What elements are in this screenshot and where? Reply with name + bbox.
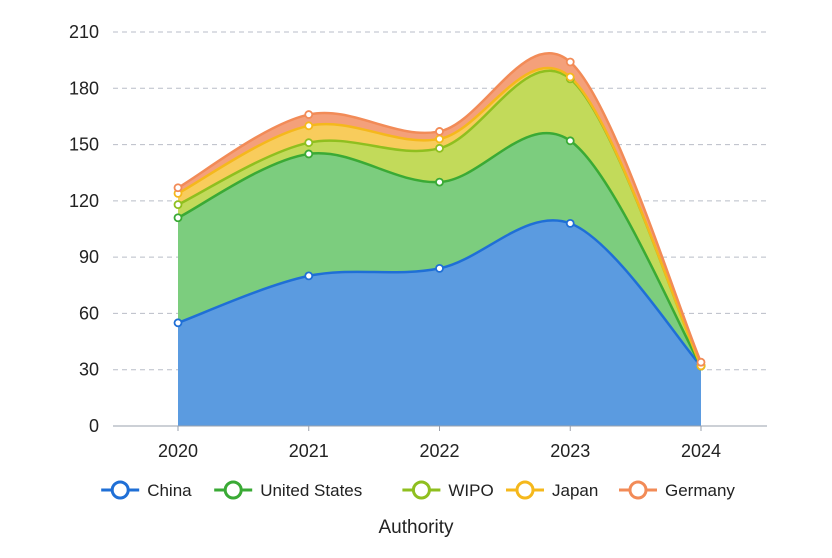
- data-point[interactable]: [567, 74, 574, 81]
- legend-label: United States: [260, 481, 362, 500]
- legend-label: Japan: [552, 481, 598, 500]
- legend-label: WIPO: [448, 481, 493, 500]
- legend-item-japan[interactable]: Japan: [506, 481, 598, 500]
- data-point[interactable]: [305, 150, 312, 157]
- legend-marker: [112, 482, 128, 498]
- x-tick-label: 2020: [158, 441, 198, 461]
- area-series: [178, 53, 701, 426]
- legend-marker: [413, 482, 429, 498]
- x-tick-label: 2024: [681, 441, 721, 461]
- x-tick-label: 2021: [289, 441, 329, 461]
- y-tick-label: 60: [79, 303, 99, 323]
- legend-item-wipo[interactable]: WIPO: [402, 481, 493, 500]
- legend-marker: [225, 482, 241, 498]
- data-point[interactable]: [567, 220, 574, 227]
- y-tick-label: 0: [89, 416, 99, 436]
- legend: China United States WIPO Japan Germany: [101, 481, 735, 500]
- legend-marker: [517, 482, 533, 498]
- legend-label: China: [147, 481, 192, 500]
- data-point[interactable]: [305, 272, 312, 279]
- data-point[interactable]: [436, 265, 443, 272]
- data-point[interactable]: [305, 139, 312, 146]
- data-point[interactable]: [436, 145, 443, 152]
- y-tick-label: 150: [69, 135, 99, 155]
- data-point[interactable]: [175, 201, 182, 208]
- data-point[interactable]: [698, 359, 705, 366]
- data-point[interactable]: [175, 214, 182, 221]
- y-tick-label: 210: [69, 22, 99, 42]
- legend-item-united-states[interactable]: United States: [214, 481, 362, 500]
- data-point[interactable]: [436, 128, 443, 135]
- stacked-area-chart: 030609012015018021020202021202220232024 …: [0, 0, 832, 558]
- x-tick-label: 2023: [550, 441, 590, 461]
- x-tick-label: 2022: [419, 441, 459, 461]
- legend-marker: [630, 482, 646, 498]
- data-point[interactable]: [436, 135, 443, 142]
- x-axis-title: Authority: [379, 517, 454, 538]
- data-point[interactable]: [305, 122, 312, 129]
- data-point[interactable]: [305, 111, 312, 118]
- data-point[interactable]: [567, 59, 574, 66]
- y-tick-label: 180: [69, 78, 99, 98]
- y-tick-label: 90: [79, 247, 99, 267]
- data-point[interactable]: [175, 184, 182, 191]
- y-tick-label: 120: [69, 191, 99, 211]
- legend-item-china[interactable]: China: [101, 481, 192, 500]
- chart-container: 030609012015018021020202021202220232024 …: [0, 0, 832, 558]
- y-tick-label: 30: [79, 360, 99, 380]
- legend-label: Germany: [665, 481, 735, 500]
- data-point[interactable]: [567, 137, 574, 144]
- data-point[interactable]: [436, 179, 443, 186]
- legend-item-germany[interactable]: Germany: [619, 481, 735, 500]
- data-point[interactable]: [175, 319, 182, 326]
